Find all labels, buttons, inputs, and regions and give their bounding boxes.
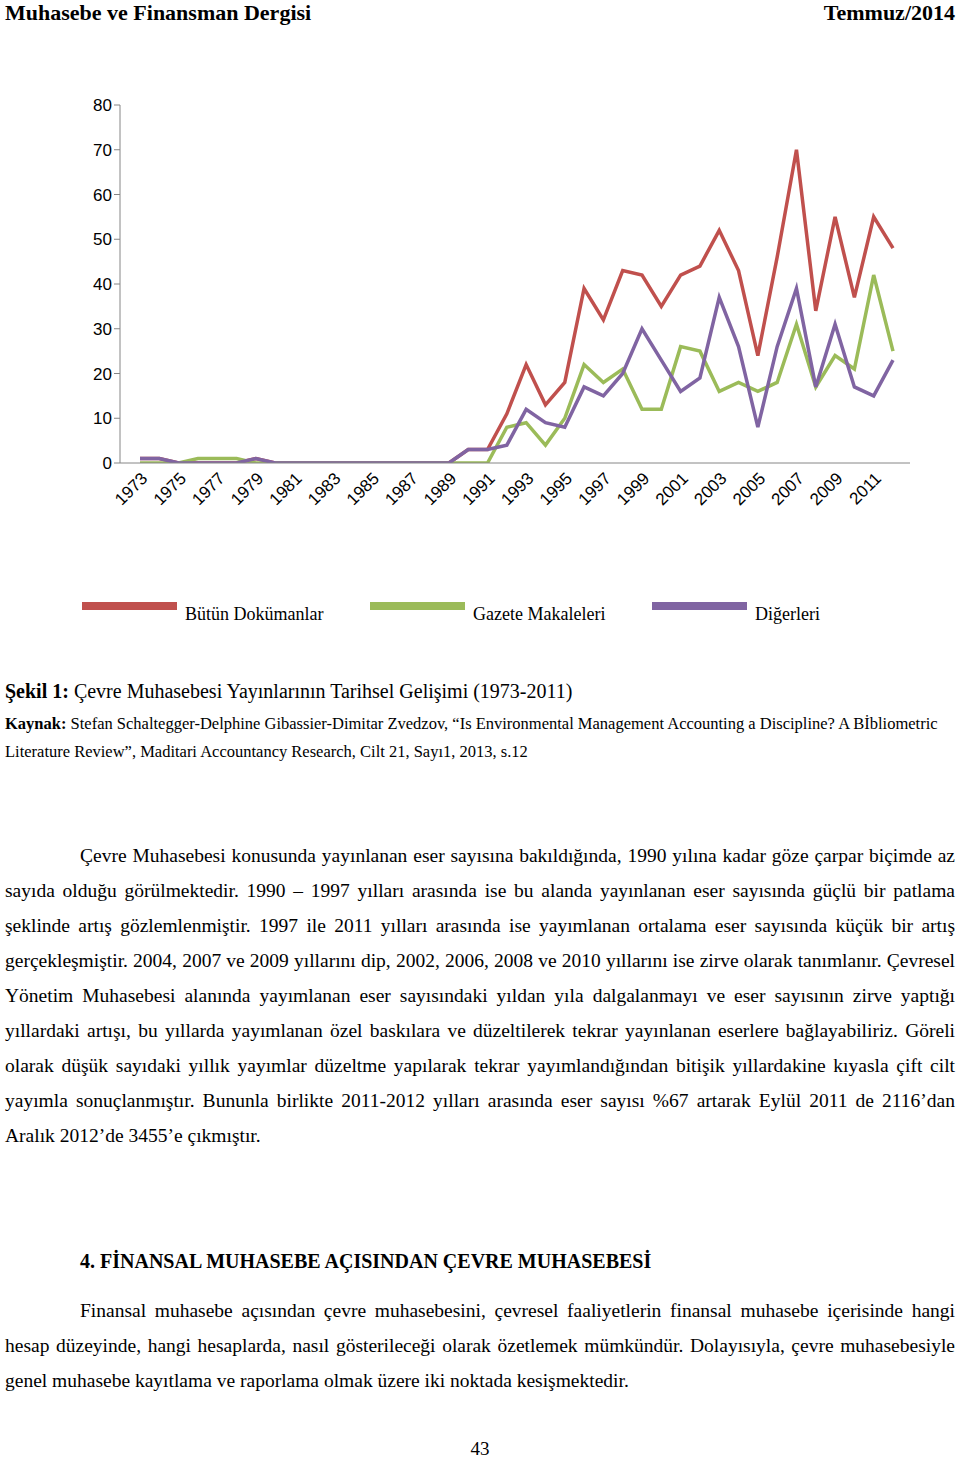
svg-text:50: 50 [93, 230, 112, 249]
svg-text:1989: 1989 [420, 469, 460, 509]
html-text:Gazete Makaleleri: Gazete Makaleleri [473, 604, 606, 624]
svg-text:70: 70 [93, 141, 112, 160]
svg-text:2011: 2011 [846, 469, 885, 508]
svg-text:1979: 1979 [227, 469, 267, 509]
svg-text:0: 0 [103, 454, 112, 473]
html-text:Çevre Muhasebesi konusunda yay: Çevre Muhasebesi konusunda yayınlanan es… [5, 845, 955, 1146]
svg-text:1999: 1999 [613, 469, 653, 509]
svg-text:10: 10 [93, 409, 112, 428]
svg-text:80: 80 [93, 96, 112, 115]
svg-text:2001: 2001 [652, 469, 692, 509]
svg-text:40: 40 [93, 275, 112, 294]
svg-text:1983: 1983 [304, 469, 344, 509]
html-text:43: 43 [470, 1438, 490, 1459]
svg-text:1995: 1995 [536, 469, 576, 509]
html-text:Diğerleri: Diğerleri [755, 604, 820, 624]
html-text:Kaynak: Stefan Schaltegger-Del: Kaynak: Stefan Schaltegger-Delphine Giba… [5, 714, 938, 761]
html-text:Şekil 1: Çevre Muhasebesi Yayı: Şekil 1: Çevre Muhasebesi Yayınlarının T… [5, 680, 573, 702]
svg-text:2003: 2003 [690, 469, 730, 509]
svg-text:2009: 2009 [806, 469, 846, 509]
svg-text:30: 30 [93, 320, 112, 339]
svg-text:1997: 1997 [575, 469, 615, 509]
svg-text:60: 60 [93, 186, 112, 205]
svg-text:2005: 2005 [729, 469, 769, 509]
svg-text:1987: 1987 [381, 469, 421, 509]
svg-text:1973: 1973 [111, 469, 151, 509]
svg-text:1991: 1991 [459, 469, 499, 509]
svg-text:1985: 1985 [343, 469, 383, 509]
svg-text:20: 20 [93, 365, 112, 384]
html-text:Bütün Dokümanlar: Bütün Dokümanlar [185, 604, 324, 624]
svg-text:1981: 1981 [266, 469, 306, 509]
html-text:Temmuz/2014: Temmuz/2014 [823, 0, 955, 25]
svg-text:1977: 1977 [188, 469, 228, 509]
html-text:4. FİNANSAL MUHASEBE AÇISINDAN: 4. FİNANSAL MUHASEBE AÇISINDAN ÇEVRE MUH… [80, 1250, 652, 1272]
svg-text:1993: 1993 [497, 469, 537, 509]
svg-text:2007: 2007 [768, 469, 808, 509]
html-text:Finansal muhasebe açısından çe: Finansal muhasebe açısından çevre muhase… [5, 1300, 955, 1391]
html-text:Muhasebe ve Finansman Dergisi: Muhasebe ve Finansman Dergisi [5, 0, 312, 25]
svg-text:1975: 1975 [150, 469, 190, 509]
